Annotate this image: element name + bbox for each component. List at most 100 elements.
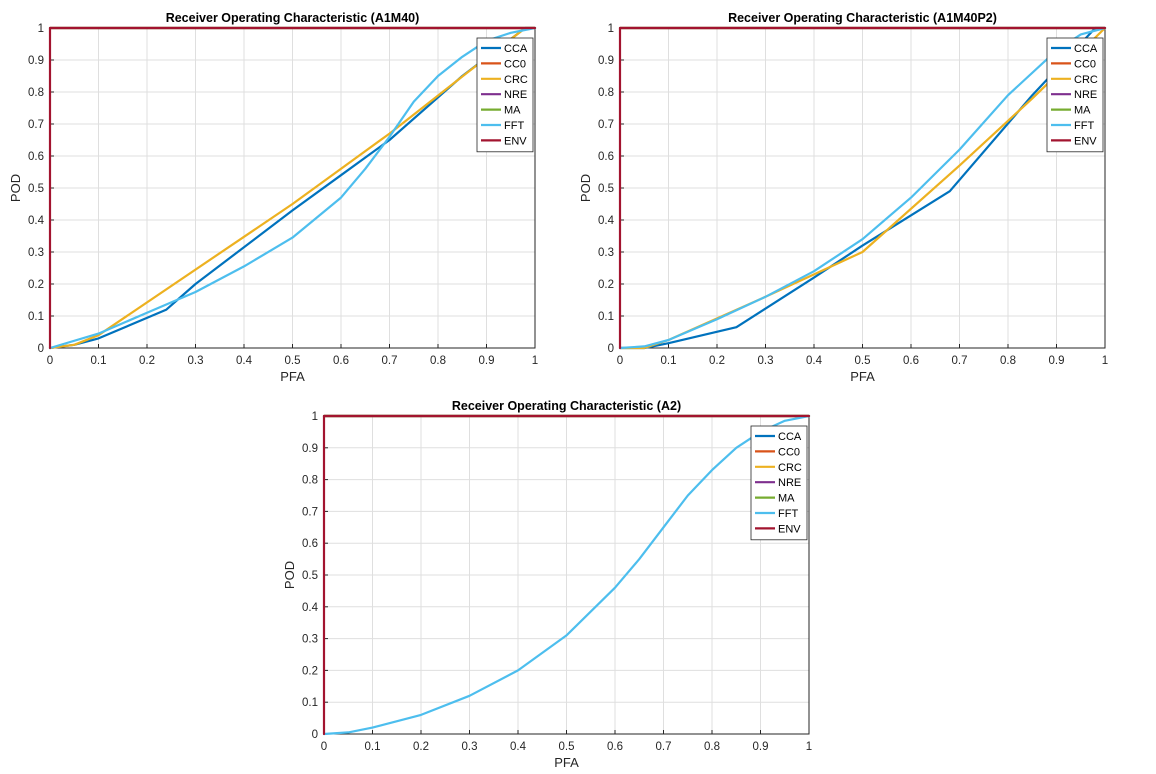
- series-line-fft: [322, 414, 811, 736]
- x-tick-label: 0.1: [91, 355, 107, 367]
- series-line-env: [322, 414, 811, 736]
- chart-1: 0 0.1 0.2 0.3 0.4 0.5 0.6 0.7 0.8 0.9 1 0 0.1 0.2 0.3 0…: [8, 11, 538, 384]
- y-tick-label: 0.4: [302, 602, 319, 614]
- y-tick-label: 0.6: [28, 151, 44, 163]
- chart-title: Receiver Operating Characteristic (A1M40…: [728, 11, 997, 25]
- x-tick-label: 0.5: [285, 355, 301, 367]
- legend-label-cc0: CC0: [1074, 58, 1096, 70]
- legend: CCA CC0 CRC NRE MA FFT ENV: [1046, 37, 1104, 153]
- series-line-crc: [48, 26, 537, 350]
- y-tick-label: 0.9: [28, 55, 44, 67]
- x-tick-label: 1: [532, 355, 538, 367]
- y-tick-label: 0.3: [598, 247, 614, 259]
- legend-label-cc0: CC0: [778, 446, 800, 458]
- y-tick-label: 0.2: [28, 279, 44, 291]
- legend-label-crc: CRC: [504, 74, 528, 86]
- legend-label-env: ENV: [778, 523, 801, 535]
- x-tick-label: 1: [806, 741, 812, 753]
- legend-label-fft: FFT: [504, 120, 524, 132]
- x-tick-label: 0: [617, 355, 623, 367]
- x-tick-label: 0: [47, 355, 53, 367]
- chart-title: Receiver Operating Characteristic (A2): [452, 399, 681, 413]
- x-tick-label: 0.9: [753, 741, 769, 753]
- x-tick-label: 0.7: [952, 355, 968, 367]
- x-tick-label: 0.8: [430, 355, 446, 367]
- x-axis-label: PFA: [554, 755, 579, 770]
- y-tick-label: 0: [608, 343, 614, 355]
- series-line-env: [618, 26, 1107, 350]
- y-tick-label: 1: [608, 23, 614, 35]
- y-tick-label: 0.1: [598, 311, 614, 323]
- legend-label-fft: FFT: [1074, 120, 1094, 132]
- legend-label-nre: NRE: [778, 477, 801, 489]
- legend-label-nre: NRE: [1074, 89, 1097, 101]
- x-tick-label: 0: [321, 741, 327, 753]
- legend-label-env: ENV: [1074, 135, 1097, 147]
- y-tick-label: 0.4: [598, 215, 615, 227]
- x-tick-label: 0.3: [758, 355, 774, 367]
- y-tick-label: 0.8: [302, 475, 318, 487]
- x-tick-label: 0.2: [413, 741, 429, 753]
- y-axis-label: POD: [8, 174, 23, 202]
- x-tick-label: 0.1: [661, 355, 677, 367]
- series-line-env: [48, 26, 537, 350]
- legend: CCA CC0 CRC NRE MA FFT ENV: [476, 37, 534, 153]
- y-tick-label: 0.9: [598, 55, 614, 67]
- x-tick-label: 0.6: [903, 355, 919, 367]
- y-tick-label: 0.7: [28, 119, 44, 131]
- chart-2: 0 0.1 0.2 0.3 0.4 0.5 0.6 0.7 0.8 0.9 1 0 0.1 0.2 0.3 0…: [578, 11, 1108, 384]
- x-axis-label: PFA: [280, 369, 305, 384]
- legend-label-cc0: CC0: [504, 58, 526, 70]
- y-tick-label: 0.7: [302, 506, 318, 518]
- y-axis-label: POD: [578, 174, 593, 202]
- x-axis-label: PFA: [850, 369, 875, 384]
- legend-label-nre: NRE: [504, 89, 527, 101]
- y-tick-label: 0.2: [302, 665, 318, 677]
- legend-label-ma: MA: [504, 105, 521, 117]
- legend-label-env: ENV: [504, 135, 527, 147]
- x-tick-label: 0.3: [188, 355, 204, 367]
- y-tick-label: 0.5: [28, 183, 44, 195]
- y-tick-label: 0.8: [598, 87, 614, 99]
- y-tick-label: 0.3: [28, 247, 44, 259]
- y-tick-label: 0.1: [28, 311, 44, 323]
- legend-label-cca: CCA: [1074, 43, 1098, 55]
- y-tick-label: 0.4: [28, 215, 45, 227]
- x-tick-label: 0.8: [704, 741, 720, 753]
- x-tick-label: 0.3: [462, 741, 478, 753]
- y-tick-label: 1: [312, 411, 318, 423]
- y-tick-label: 0.2: [598, 279, 614, 291]
- legend-label-crc: CRC: [778, 462, 802, 474]
- y-tick-label: 0.5: [302, 570, 318, 582]
- y-tick-label: 0.1: [302, 697, 318, 709]
- y-tick-label: 0: [312, 729, 318, 741]
- y-tick-label: 0: [38, 343, 44, 355]
- x-tick-label: 0.8: [1000, 355, 1016, 367]
- x-tick-label: 0.5: [559, 741, 575, 753]
- legend-label-ma: MA: [1074, 105, 1091, 117]
- x-tick-label: 0.6: [607, 741, 623, 753]
- x-tick-label: 0.7: [656, 741, 672, 753]
- x-tick-label: 0.9: [479, 355, 495, 367]
- y-tick-label: 0.8: [28, 87, 44, 99]
- y-tick-label: 0.9: [302, 443, 318, 455]
- y-axis-label: POD: [282, 561, 297, 589]
- legend-label-ma: MA: [778, 493, 795, 505]
- legend-label-cca: CCA: [778, 431, 802, 443]
- x-tick-label: 0.2: [709, 355, 725, 367]
- x-tick-label: 0.5: [855, 355, 871, 367]
- chart-title: Receiver Operating Characteristic (A1M40…: [166, 11, 420, 25]
- y-tick-label: 0.7: [598, 119, 614, 131]
- y-tick-label: 0.6: [598, 151, 614, 163]
- x-tick-label: 0.7: [382, 355, 398, 367]
- x-tick-label: 0.2: [139, 355, 155, 367]
- x-tick-label: 0.4: [510, 741, 527, 753]
- legend-label-fft: FFT: [778, 508, 798, 520]
- chart-3: 0 0.1 0.2 0.3 0.4 0.5 0.6 0.7 0.8 0.9 1 0 0.1 0.2 0.3 0…: [282, 399, 812, 770]
- x-tick-label: 0.4: [236, 355, 253, 367]
- legend-label-crc: CRC: [1074, 74, 1098, 86]
- x-tick-label: 1: [1102, 355, 1108, 367]
- x-tick-label: 0.1: [365, 741, 381, 753]
- legend-label-cca: CCA: [504, 43, 528, 55]
